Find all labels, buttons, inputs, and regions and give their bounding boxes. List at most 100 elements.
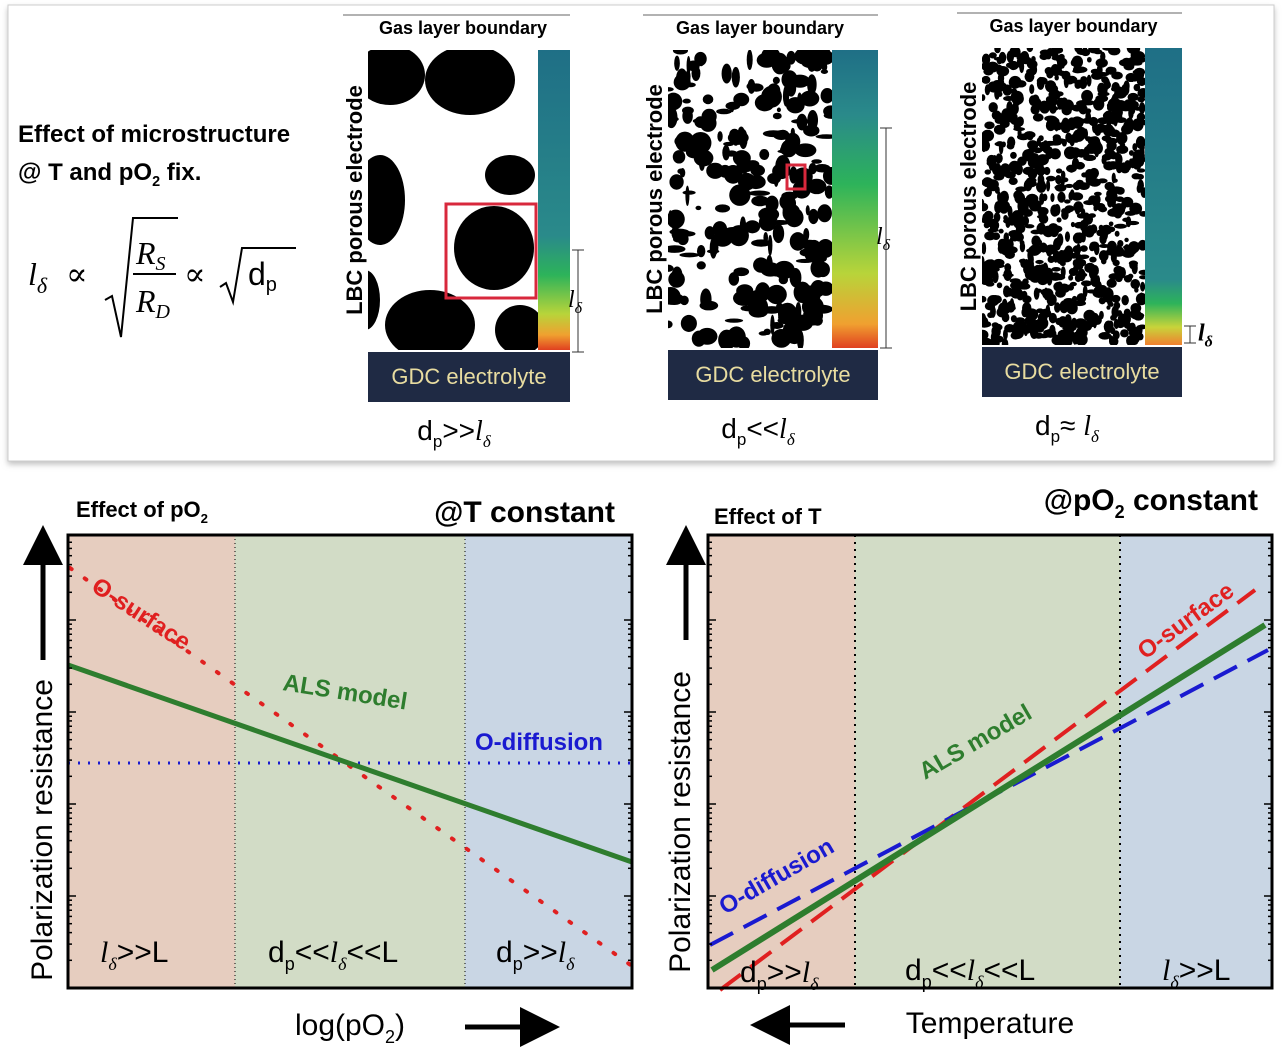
particle bbox=[1124, 210, 1137, 216]
particle bbox=[1099, 310, 1104, 320]
particle bbox=[991, 322, 999, 328]
particle bbox=[1079, 153, 1084, 158]
particle bbox=[806, 285, 814, 300]
text-part: p bbox=[1051, 427, 1060, 446]
particle bbox=[1049, 324, 1056, 336]
particle bbox=[1091, 265, 1099, 277]
particle bbox=[1080, 280, 1093, 287]
particle bbox=[1089, 167, 1100, 179]
particle bbox=[1075, 264, 1084, 270]
text-part: p bbox=[737, 430, 746, 449]
particle bbox=[1092, 200, 1101, 208]
particle bbox=[811, 304, 832, 314]
particle bbox=[990, 220, 1000, 231]
particle bbox=[1050, 225, 1063, 233]
particle bbox=[671, 266, 683, 284]
particle bbox=[1071, 104, 1083, 112]
particle bbox=[1013, 190, 1024, 201]
particle bbox=[1024, 71, 1035, 83]
particle bbox=[385, 290, 475, 350]
particle bbox=[987, 312, 994, 319]
particle bbox=[368, 50, 425, 105]
particle bbox=[1106, 296, 1113, 307]
particle bbox=[1075, 232, 1085, 241]
particle bbox=[672, 50, 689, 55]
particle bbox=[1086, 74, 1092, 87]
text-part: l bbox=[475, 416, 483, 447]
particle bbox=[998, 228, 1004, 234]
particle bbox=[1096, 72, 1110, 77]
particle bbox=[700, 288, 712, 311]
particle bbox=[1112, 259, 1120, 267]
particle bbox=[717, 131, 723, 142]
particle bbox=[1137, 324, 1145, 330]
particle bbox=[1109, 327, 1116, 335]
particle bbox=[1080, 76, 1088, 82]
particle bbox=[1023, 327, 1028, 337]
particle bbox=[1088, 197, 1097, 202]
text-part: p bbox=[433, 432, 442, 451]
equation: lδ ∝ RS RD ∝ dp bbox=[28, 217, 296, 338]
particle bbox=[668, 210, 673, 224]
particle bbox=[1029, 244, 1042, 255]
particle bbox=[682, 108, 693, 124]
particle bbox=[789, 232, 806, 251]
particle bbox=[993, 124, 1006, 135]
zoom-box bbox=[444, 202, 538, 300]
particle bbox=[1098, 243, 1110, 248]
particle bbox=[982, 202, 989, 212]
particle bbox=[823, 105, 832, 118]
particle bbox=[737, 172, 756, 191]
particle bbox=[1131, 173, 1141, 180]
particle bbox=[1111, 305, 1119, 319]
text-part: d bbox=[417, 415, 433, 446]
particle bbox=[1019, 241, 1026, 253]
particle bbox=[1006, 142, 1015, 150]
particle bbox=[983, 177, 992, 184]
particle bbox=[1051, 267, 1061, 272]
particle bbox=[1068, 267, 1078, 277]
particle bbox=[1029, 84, 1035, 95]
particle bbox=[803, 124, 820, 137]
particle bbox=[996, 282, 1003, 289]
particle bbox=[982, 271, 993, 282]
particle bbox=[820, 69, 829, 74]
particle bbox=[982, 143, 987, 153]
particle bbox=[1064, 314, 1072, 327]
particle bbox=[696, 245, 706, 258]
particle bbox=[822, 166, 832, 185]
text-part: δ bbox=[1091, 427, 1100, 446]
particle bbox=[699, 114, 717, 132]
particle bbox=[1024, 224, 1035, 229]
text-part: δ bbox=[483, 432, 492, 451]
particle bbox=[722, 144, 730, 161]
particle bbox=[1140, 187, 1145, 198]
particle bbox=[699, 330, 706, 340]
particle bbox=[1010, 231, 1020, 242]
particle bbox=[1111, 172, 1116, 184]
particle bbox=[1061, 208, 1068, 215]
particle bbox=[991, 232, 1001, 241]
particle bbox=[1055, 250, 1060, 259]
particle bbox=[733, 141, 738, 146]
particle bbox=[1052, 273, 1066, 281]
particle bbox=[1139, 210, 1145, 217]
particle bbox=[1072, 68, 1084, 74]
particle bbox=[772, 223, 785, 244]
particle bbox=[999, 203, 1009, 214]
particle bbox=[706, 162, 725, 179]
particle bbox=[1130, 278, 1141, 290]
particle bbox=[1014, 80, 1027, 88]
particle bbox=[1044, 115, 1058, 122]
particle bbox=[1004, 323, 1016, 333]
particle bbox=[793, 281, 812, 304]
particle bbox=[1111, 294, 1121, 303]
particle bbox=[1037, 100, 1051, 111]
particle bbox=[1111, 71, 1123, 80]
particle bbox=[1076, 118, 1083, 124]
particle bbox=[1043, 166, 1051, 176]
particle bbox=[1038, 135, 1044, 142]
x-axis-label: log(pO2) bbox=[295, 1009, 405, 1047]
particle bbox=[1030, 104, 1040, 115]
particle bbox=[1031, 62, 1037, 74]
